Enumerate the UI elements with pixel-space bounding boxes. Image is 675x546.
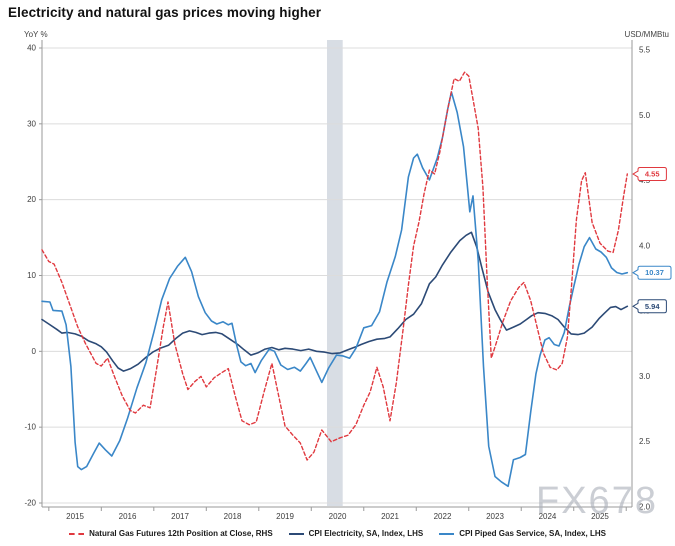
series-cpi-piped-gas-service-lhs [41, 91, 629, 488]
end-label-value: 4.55 [645, 170, 660, 179]
end-label-badge [632, 299, 667, 314]
left-axis-caption: YoY % [24, 30, 48, 39]
right-tick-label: 3.0 [639, 372, 651, 381]
end-label-value: 10.37 [645, 268, 664, 277]
x-tick-label: 2020 [329, 512, 347, 521]
legend-item-cpi-piped-gas: CPI Piped Gas Service, SA, Index, LHS [439, 529, 606, 538]
left-tick-label: -20 [24, 499, 36, 508]
x-tick-label: 2019 [276, 512, 294, 521]
x-tick-label: 2022 [434, 512, 452, 521]
legend-label: Natural Gas Futures 12th Position at Clo… [89, 529, 273, 538]
x-tick-label: 2024 [539, 512, 557, 521]
dashed-line-marker [69, 532, 85, 535]
left-tick-label: 20 [27, 195, 36, 204]
legend-label: CPI Electricity, SA, Index, LHS [308, 529, 424, 538]
legend-item-natural-gas-futures: Natural Gas Futures 12th Position at Clo… [69, 529, 273, 538]
x-tick-label: 2015 [66, 512, 84, 521]
right-tick-label: 4.0 [639, 241, 651, 250]
legend-item-cpi-electricity: CPI Electricity, SA, Index, LHS [288, 529, 424, 538]
right-tick-label: 2.0 [639, 503, 651, 512]
left-tick-label: -10 [24, 423, 36, 432]
highlight-band [327, 40, 343, 506]
x-tick-label: 2017 [171, 512, 189, 521]
x-tick-label: 2025 [591, 512, 609, 521]
right-tick-label: 5.0 [639, 111, 651, 120]
end-label-value: 5.94 [645, 302, 660, 311]
series-cpi-electricity-lhs [41, 231, 629, 372]
end-label-badge [632, 265, 672, 280]
watermark: FX678 [536, 480, 658, 522]
left-tick-label: 0 [32, 347, 37, 356]
x-tick-label: 2016 [119, 512, 137, 521]
left-tick-label: 30 [27, 119, 36, 128]
end-label-badge [632, 167, 667, 182]
solid-line-marker [288, 532, 304, 535]
right-axis-caption: USD/MMBtu [625, 30, 669, 39]
legend-label: CPI Piped Gas Service, SA, Index, LHS [459, 529, 606, 538]
x-tick-label: 2021 [381, 512, 399, 521]
right-tick-label: 2.5 [639, 437, 651, 446]
series-natural-gas-futures-rhs [41, 71, 628, 461]
right-tick-label: 5.5 [639, 46, 651, 55]
legend: Natural Gas Futures 12th Position at Clo… [0, 529, 675, 538]
left-tick-label: 10 [27, 271, 36, 280]
solid-line-marker [439, 532, 455, 535]
x-tick-label: 2023 [486, 512, 504, 521]
chart-title: Electricity and natural gas prices movin… [8, 5, 322, 20]
x-tick-label: 2018 [224, 512, 242, 521]
left-tick-label: 40 [27, 44, 36, 53]
